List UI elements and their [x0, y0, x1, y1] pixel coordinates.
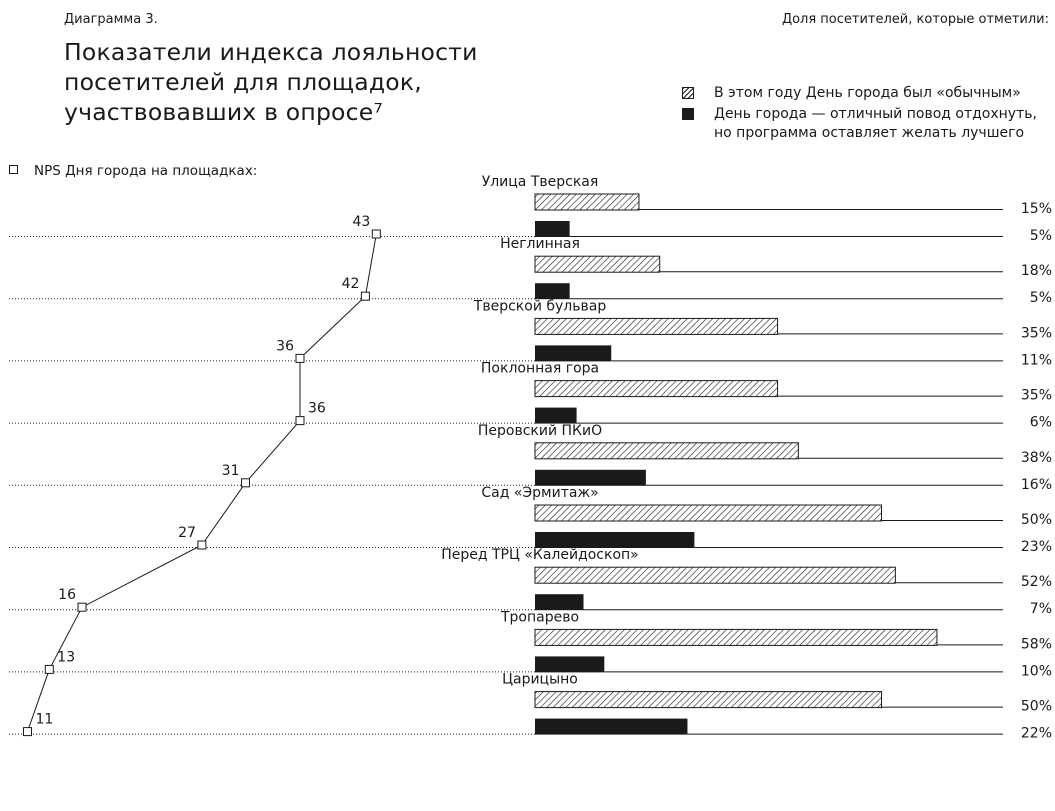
- legend-header: Доля посетителей, которые отметили:: [781, 12, 1049, 27]
- category-label: Перовский ПКиО: [478, 423, 602, 439]
- value-label-solid: 22%: [1021, 726, 1052, 742]
- bar-hatched: [534, 566, 896, 584]
- chart-title: Показатели индекса лояльности посетителе…: [64, 38, 478, 126]
- bar-solid: [535, 407, 577, 424]
- value-label-solid: 7%: [1030, 601, 1052, 617]
- category-label: Тропарево: [500, 609, 579, 625]
- nps-line-layer: 43 42 36 36 31 27 16 13 11: [23, 214, 381, 737]
- nps-marker: [77, 602, 87, 612]
- nps-value-label: 42: [342, 276, 360, 292]
- value-label-hatched: 35%: [1021, 325, 1052, 341]
- category-label: Неглинная: [500, 236, 580, 252]
- nps-marker: [241, 478, 250, 488]
- bar-hatched: [534, 380, 779, 398]
- value-label-hatched: 15%: [1021, 201, 1052, 217]
- nps-value-label: 36: [308, 401, 326, 417]
- nps-marker: [295, 353, 305, 363]
- bar-solid: [535, 221, 570, 237]
- nps-line: [27, 233, 377, 732]
- value-label-hatched: 38%: [1021, 450, 1052, 466]
- bar-solid: [535, 656, 605, 673]
- bar-solid: [535, 283, 570, 300]
- category-label: Сад «Эрмитаж»: [481, 485, 598, 501]
- nps-value-label: 13: [57, 649, 75, 665]
- bar-hatched: [534, 193, 640, 211]
- category-label: Тверской бульвар: [473, 298, 607, 314]
- bar-hatched: [534, 442, 799, 460]
- chart-caption: Диаграмма 3.: [64, 12, 158, 27]
- nps-label: NPS Дня города на площадках:: [9, 163, 257, 179]
- nps-value-label: 43: [352, 214, 370, 230]
- bar-solid: [535, 469, 646, 486]
- value-label-solid: 5%: [1030, 290, 1052, 306]
- nps-marker: [295, 416, 305, 426]
- solid-swatch-icon: [682, 108, 694, 120]
- nps-label-text: NPS Дня города на площадках:: [34, 163, 258, 179]
- value-label-hatched: 50%: [1021, 512, 1052, 528]
- value-label-solid: 16%: [1021, 477, 1052, 493]
- nps-marker: [23, 727, 32, 737]
- bar-solid: [535, 345, 612, 362]
- nps-value-label: 11: [36, 712, 54, 728]
- nps-marker: [197, 540, 207, 550]
- bar-solid: [535, 594, 584, 611]
- nps-value-label: 31: [222, 463, 240, 479]
- value-label-solid: 23%: [1021, 539, 1052, 555]
- value-label-hatched: 52%: [1021, 574, 1052, 590]
- bars-layer: Улица Тверская 15% 5% Неглинная 18% 5% Тверско…: [441, 174, 1052, 742]
- nps-marker: [360, 291, 370, 301]
- value-label-hatched: 58%: [1021, 636, 1052, 652]
- hatched-swatch-icon: [682, 87, 694, 99]
- bar-hatched: [534, 255, 661, 273]
- bar-solid: [535, 532, 695, 548]
- category-label: Поклонная гора: [481, 361, 599, 377]
- nps-value-label: 36: [276, 338, 294, 354]
- bar-solid: [535, 718, 688, 735]
- value-label-hatched: 50%: [1021, 699, 1052, 715]
- value-label-solid: 6%: [1030, 415, 1052, 431]
- value-label-hatched: 18%: [1021, 263, 1052, 279]
- nps-value-label: 27: [178, 525, 196, 541]
- legend-label-solid: День города — отличный повод отдохнуть, …: [714, 106, 1037, 141]
- nps-value-label: 16: [58, 587, 76, 603]
- value-label-solid: 10%: [1021, 663, 1052, 679]
- nps-marker: [44, 664, 54, 674]
- nps-marker: [371, 229, 381, 239]
- category-label: Перед ТРЦ «Калейдоскоп»: [441, 547, 639, 563]
- legend-label-hatched: В этом году День города был «обычным»: [714, 85, 1021, 101]
- grid-layer: [9, 236, 535, 735]
- bar-hatched: [534, 691, 882, 709]
- value-label-solid: 5%: [1030, 228, 1052, 244]
- category-label: Царицыно: [502, 672, 578, 688]
- value-label-solid: 11%: [1021, 352, 1052, 368]
- bar-hatched: [534, 317, 779, 335]
- category-label: Улица Тверская: [482, 174, 599, 190]
- square-marker-icon: [9, 165, 18, 174]
- bar-hatched: [534, 504, 882, 522]
- value-label-hatched: 35%: [1021, 388, 1052, 404]
- bar-hatched: [534, 628, 938, 646]
